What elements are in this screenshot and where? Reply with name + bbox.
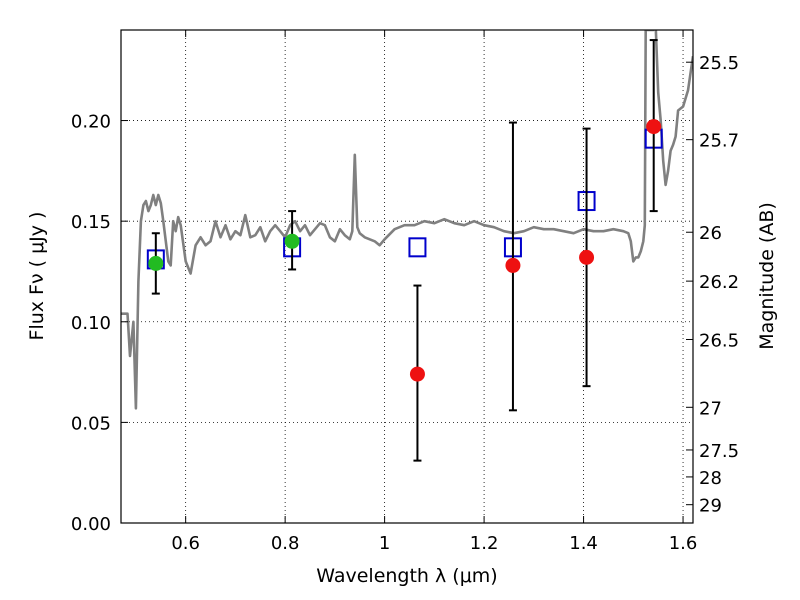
- red-data-point: [579, 249, 595, 265]
- mag-tick-label: 27: [699, 398, 722, 419]
- y-tick-label: 0.00: [71, 514, 111, 535]
- mag-tick-label: 26: [699, 223, 722, 244]
- spectrum-line: [121, 30, 693, 410]
- plot-frame: [121, 30, 693, 523]
- red-data-point: [646, 119, 662, 135]
- y-tick-label: 0.20: [71, 112, 111, 133]
- y-tick-label: 0.05: [71, 413, 111, 434]
- green-data-point: [148, 255, 164, 271]
- x-axis-label: Wavelength λ (μm): [316, 565, 497, 587]
- mag-tick-label: 25.5: [699, 53, 739, 74]
- green-data-point: [284, 233, 300, 249]
- x-tick-label: 0.8: [271, 533, 300, 554]
- mag-tick-label: 26.5: [699, 330, 739, 351]
- mag-tick-label: 27.5: [699, 441, 739, 462]
- x-tick-label: 0.6: [171, 533, 200, 554]
- x-tick-label: 1.6: [669, 533, 698, 554]
- x-tick-label: 1.4: [569, 533, 598, 554]
- mag-tick-label: 25.7: [699, 131, 739, 152]
- y-axis-label: Flux Fν ( μJy ): [26, 212, 48, 341]
- red-data-point: [409, 366, 425, 382]
- ticks: 0.6 0.8 1 1.2 1.4 1.6 0.00 0.05 0.10 0.15 0.20 25.5…: [71, 30, 739, 554]
- mag-tick-label: 26.2: [699, 272, 739, 293]
- mag-tick-label: 28: [699, 468, 722, 489]
- y-tick-label: 0.10: [71, 313, 111, 334]
- y-tick-label: 0.15: [71, 212, 111, 233]
- red-data-point: [505, 257, 521, 273]
- axes-border: [120, 29, 694, 524]
- grid: [121, 30, 693, 523]
- plot-area: [121, 30, 693, 523]
- mag-tick-label: 29: [699, 496, 722, 517]
- x-tick-label: 1.2: [470, 533, 499, 554]
- data-layer: [121, 30, 693, 462]
- y-axis-right-label: Magnitude (AB): [756, 202, 778, 350]
- model-square-point: [408, 237, 427, 258]
- x-tick-label: 1: [379, 533, 390, 554]
